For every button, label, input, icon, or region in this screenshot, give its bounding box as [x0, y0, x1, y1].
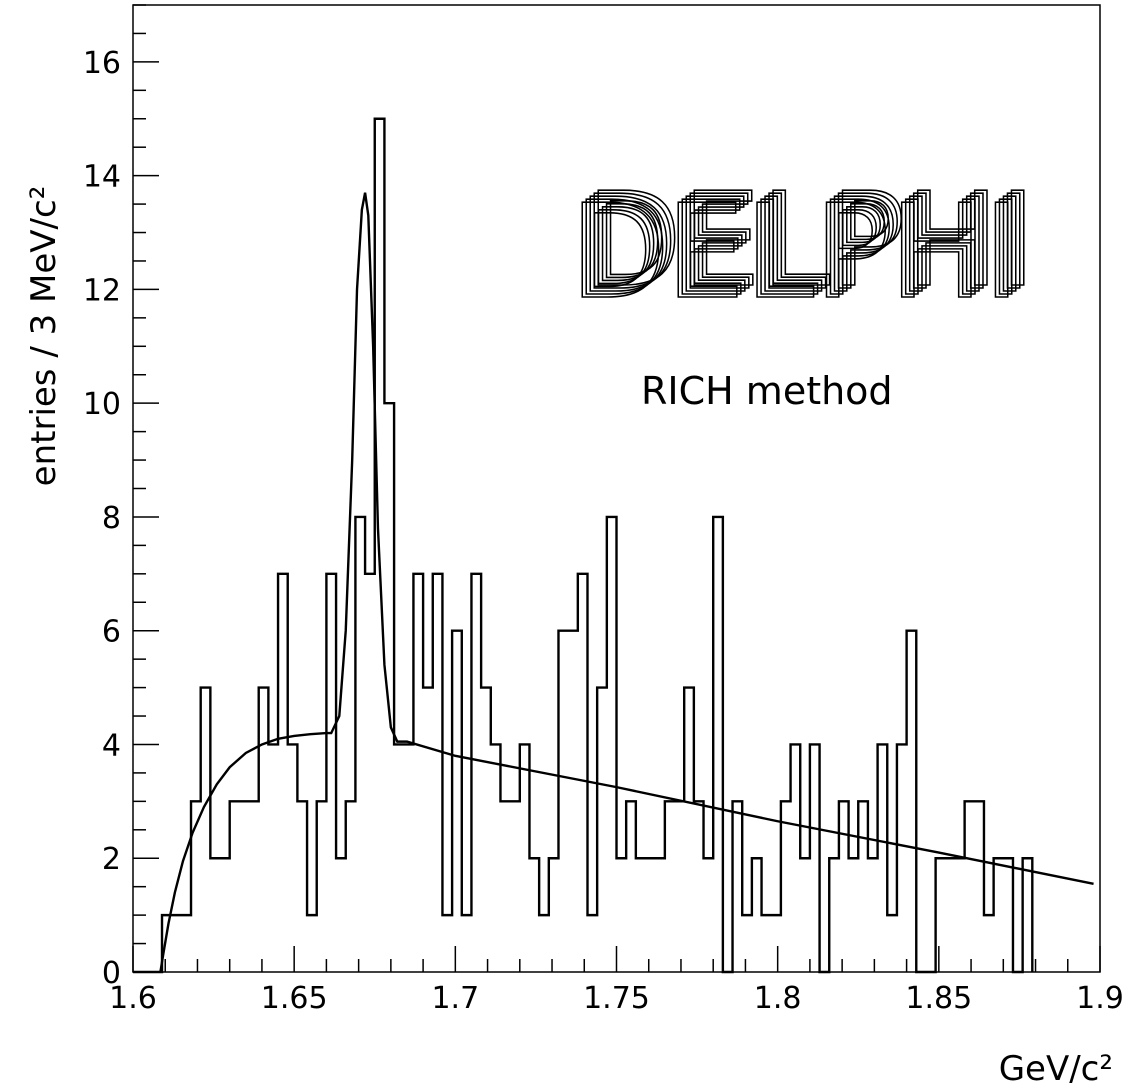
- x-tick-label: 1.9: [1076, 981, 1124, 1016]
- x-tick-label: 1.6: [109, 981, 157, 1016]
- y-tick-label: 14: [83, 160, 121, 195]
- logo-layer: DELPHI: [582, 167, 1032, 319]
- y-tick-label: 6: [102, 615, 121, 650]
- fit-curve: [159, 192, 1094, 973]
- histogram-series: [133, 117, 1034, 974]
- y-tick-label: 0: [102, 956, 121, 991]
- x-tick-label: 1.8: [754, 981, 802, 1016]
- x-tick-label: 1.65: [261, 981, 328, 1016]
- y-tick-label: 16: [83, 46, 121, 81]
- logo-layer: DELPHI: [586, 164, 1036, 316]
- delphi-logo: DELPHI DELPHI DELPHI DELPHI DELPHI: [569, 163, 1037, 329]
- x-tick-label: 1.7: [431, 981, 479, 1016]
- tick-labels: 1.6 1.65 1.7 1.75 1.8 1.85 1.9 0 2 4 6 8 10 12 14 16: [83, 46, 1124, 1016]
- logo-layer: DELPHI: [574, 173, 1024, 325]
- y-tick-label: 4: [102, 728, 121, 763]
- axis-ticks: [132, 4, 1101, 973]
- y-tick-label: 2: [102, 842, 121, 877]
- x-tick-label: 1.85: [905, 981, 972, 1016]
- logo-layer: DELPHI: [578, 170, 1028, 322]
- x-tick-label: 1.75: [583, 981, 650, 1016]
- annotation-rich-method: RICH method: [641, 369, 893, 413]
- y-axis-title: entries / 3 MeV/c²: [24, 186, 64, 487]
- y-tick-label: 12: [83, 273, 121, 308]
- logo-layer: DELPHI: [570, 176, 1020, 328]
- y-tick-label: 8: [102, 501, 121, 536]
- x-axis-title: GeV/c²: [999, 1049, 1113, 1089]
- y-tick-label: 10: [83, 387, 121, 422]
